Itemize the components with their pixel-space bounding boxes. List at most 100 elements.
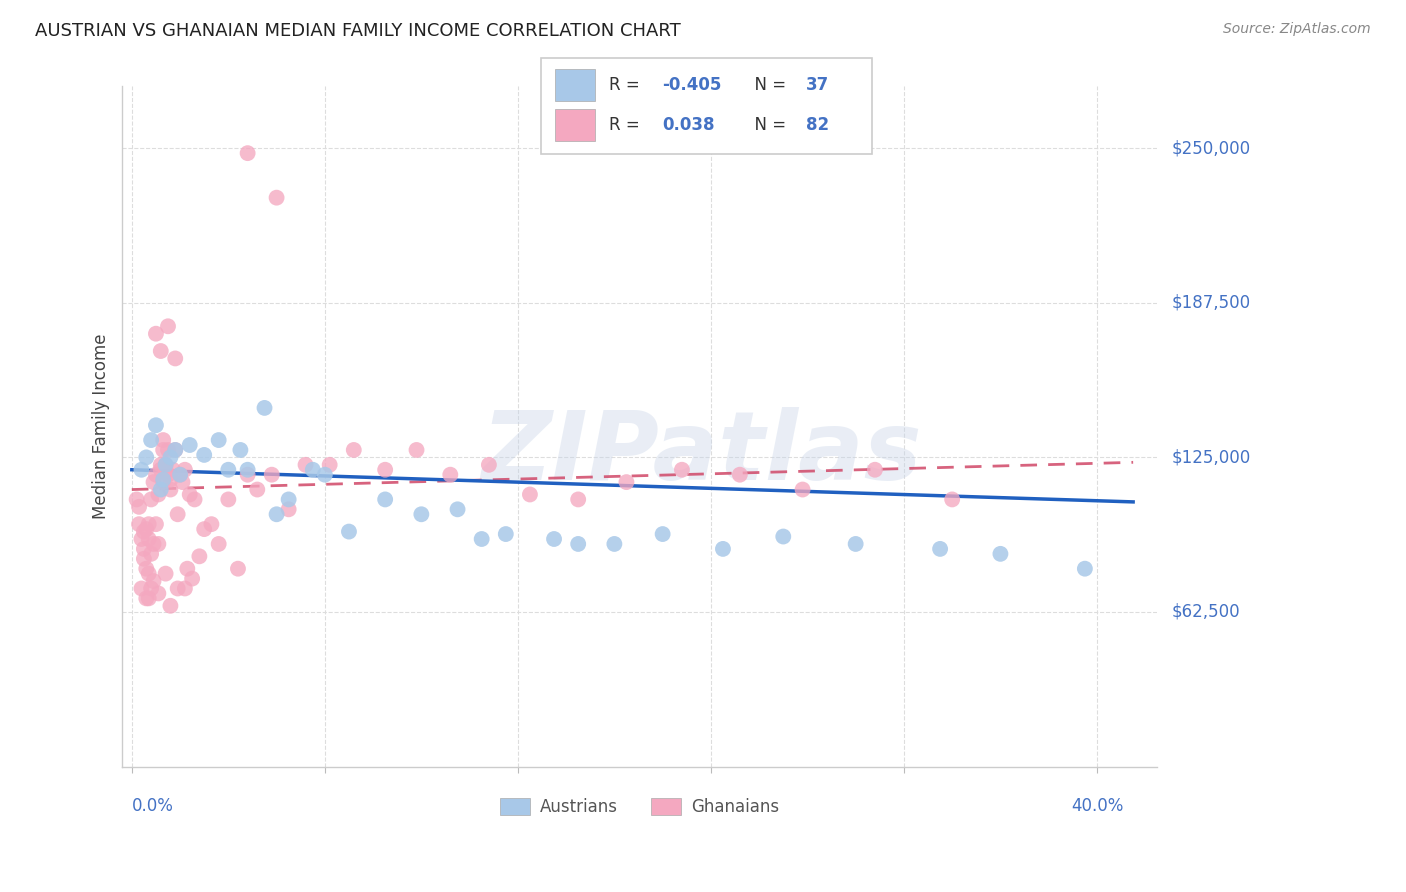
Point (603, 537, 626, 551)
Point (845, 537, 868, 551)
Point (301, 463, 323, 477)
Point (792, 483, 814, 497)
Text: -0.405: -0.405 (662, 76, 721, 94)
Point (236, 146, 259, 161)
Point (277, 502, 299, 516)
Point (132, 541, 155, 556)
Point (162, 463, 184, 477)
Point (156, 442, 179, 457)
Point (728, 467, 751, 482)
Point (169, 467, 191, 482)
Point (142, 574, 165, 588)
Point (405, 442, 427, 457)
Point (152, 475, 174, 489)
Point (156, 467, 179, 482)
Point (929, 541, 952, 556)
Point (337, 524, 360, 539)
Point (236, 467, 259, 482)
Point (125, 492, 148, 507)
Point (159, 450, 181, 465)
Point (148, 586, 170, 600)
Point (156, 319, 179, 334)
Point (266, 508, 288, 522)
Point (260, 467, 283, 482)
Point (236, 463, 259, 477)
Point (159, 483, 181, 497)
Point (169, 467, 191, 482)
Point (138, 532, 160, 546)
Point (174, 582, 197, 596)
Point (138, 566, 160, 581)
Point (145, 418, 167, 433)
Point (208, 433, 231, 447)
Point (145, 467, 167, 482)
Point (200, 517, 222, 532)
Text: $62,500: $62,500 (1171, 603, 1240, 621)
Point (246, 483, 269, 497)
Point (139, 433, 162, 447)
Point (149, 483, 172, 497)
Text: R =: R = (609, 116, 650, 134)
Text: 0.0%: 0.0% (132, 797, 174, 815)
Point (135, 562, 157, 576)
Text: Source: ZipAtlas.com: Source: ZipAtlas.com (1223, 22, 1371, 37)
Y-axis label: Median Family Income: Median Family Income (93, 334, 110, 519)
Point (183, 492, 205, 507)
Text: 40.0%: 40.0% (1071, 797, 1123, 815)
Point (318, 458, 340, 472)
Point (343, 442, 366, 457)
Point (132, 524, 155, 539)
Point (711, 541, 734, 556)
Point (174, 463, 197, 477)
Point (152, 442, 174, 457)
Point (138, 591, 160, 606)
Point (439, 467, 461, 482)
Point (145, 517, 167, 532)
Point (446, 502, 468, 516)
Point (314, 467, 336, 482)
Point (155, 458, 177, 472)
Point (176, 562, 198, 576)
Point (411, 508, 433, 522)
Point (152, 433, 174, 447)
Point (131, 582, 153, 596)
Point (155, 458, 177, 472)
Text: 37: 37 (806, 76, 830, 94)
Point (165, 442, 187, 457)
Point (149, 463, 172, 477)
Point (148, 537, 170, 551)
Point (159, 473, 181, 487)
Point (671, 463, 693, 477)
Text: R =: R = (609, 76, 645, 94)
Point (990, 547, 1012, 561)
Point (253, 401, 276, 415)
Text: N =: N = (744, 116, 792, 134)
Point (229, 442, 252, 457)
Point (135, 591, 157, 606)
Point (374, 463, 396, 477)
Point (149, 344, 172, 359)
Point (159, 599, 181, 613)
Point (772, 529, 794, 543)
Point (179, 438, 201, 452)
Point (266, 191, 288, 205)
Point (131, 532, 153, 546)
Text: $250,000: $250,000 (1171, 139, 1250, 157)
Point (188, 549, 211, 564)
Text: $125,000: $125,000 (1171, 449, 1250, 467)
Text: AUSTRIAN VS GHANAIAN MEDIAN FAMILY INCOME CORRELATION CHART: AUSTRIAN VS GHANAIAN MEDIAN FAMILY INCOM… (35, 22, 681, 40)
Point (193, 448, 215, 462)
Point (132, 551, 155, 566)
Point (567, 537, 589, 551)
Point (142, 475, 165, 489)
Text: N =: N = (744, 76, 792, 94)
Point (138, 517, 160, 532)
Point (226, 562, 249, 576)
Point (217, 463, 239, 477)
Point (208, 537, 231, 551)
Point (863, 463, 886, 477)
Point (165, 351, 187, 366)
Point (471, 532, 494, 546)
Point (179, 487, 201, 501)
Point (166, 508, 188, 522)
